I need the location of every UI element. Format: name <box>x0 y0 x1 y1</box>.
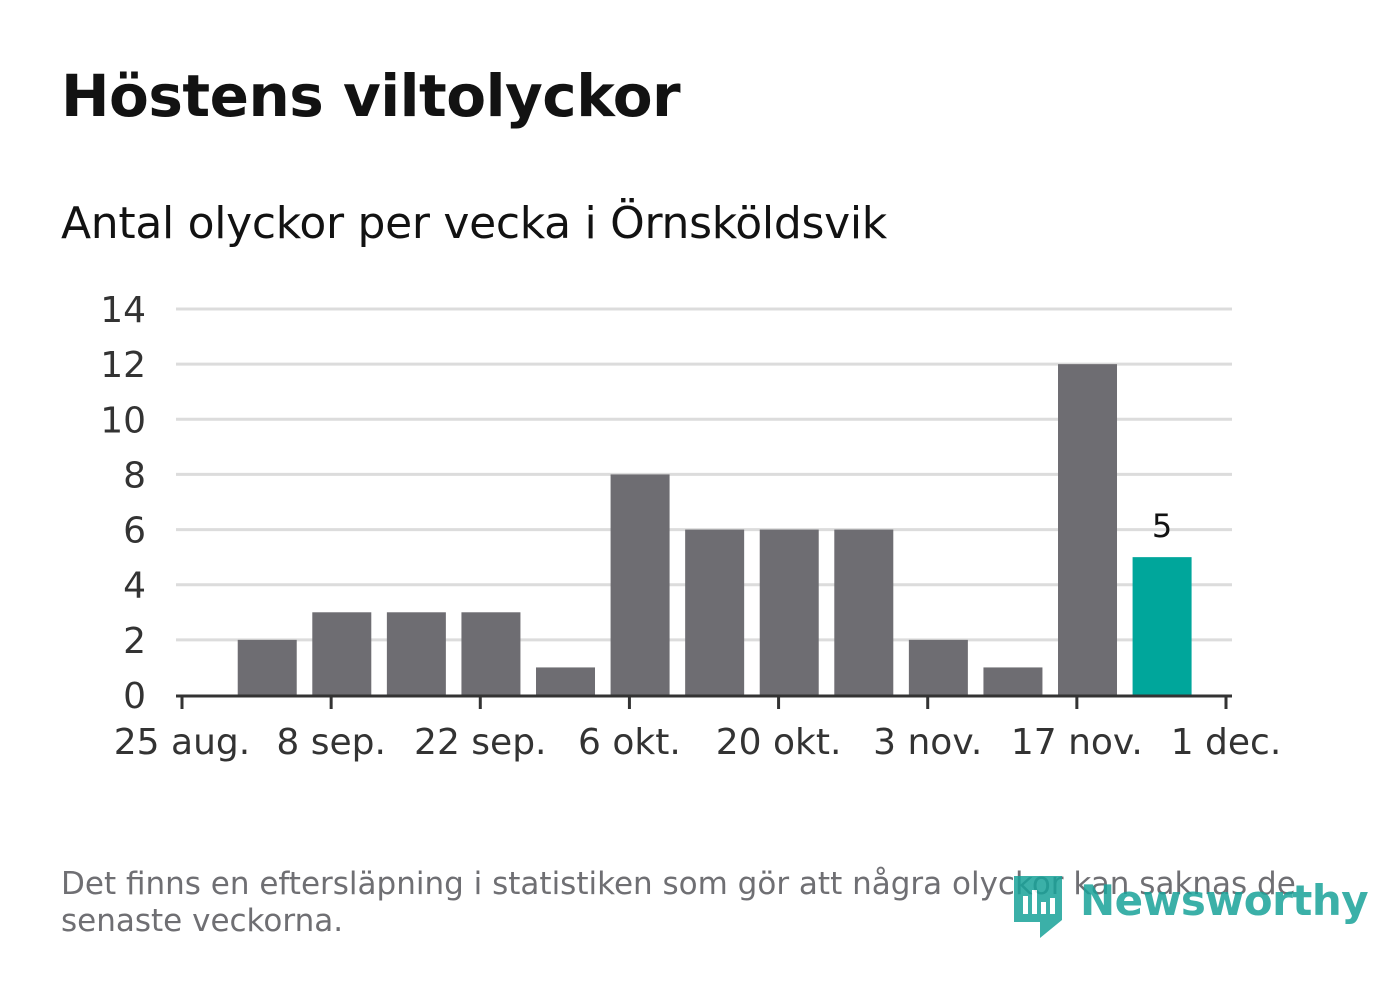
y-tick-label: 10 <box>100 400 146 441</box>
bar-2024-09-16 <box>386 612 446 695</box>
x-tick-label: 22 sep. <box>414 722 546 763</box>
y-tick-label: 2 <box>123 621 146 662</box>
bar-2024-09-23 <box>461 612 521 695</box>
x-tick-label: 1 dec. <box>1171 722 1282 763</box>
chart-subtitle: Antal olyckor per vecka i Örnsköldsvik <box>61 198 887 249</box>
data-label: 5 <box>1152 507 1172 545</box>
bar-2024-11-04 <box>908 639 968 695</box>
x-axis: 25 aug. 8 sep. 22 sep. 6 okt. 20 okt. 3 nov. 1… <box>114 694 1282 763</box>
y-tick-label: 4 <box>123 566 146 607</box>
bar-2024-11-11 <box>983 667 1043 695</box>
x-tick-label: 25 aug. <box>114 722 250 763</box>
chart-title: Höstens viltolyckor <box>61 62 681 130</box>
newsworthy-logo-text: Newsworthy <box>1080 876 1369 925</box>
y-tick-label: 0 <box>123 676 146 717</box>
x-tick-label: 8 sep. <box>276 722 386 763</box>
x-tick-label: 20 okt. <box>716 722 842 763</box>
bar-2024-10-14 <box>685 529 745 695</box>
bar-2024-11-18 <box>1058 364 1118 695</box>
x-tick-label: 17 nov. <box>1011 722 1143 763</box>
y-tick-label: 14 <box>100 290 146 331</box>
bar-2024-09-02 <box>237 639 297 695</box>
y-tick-label: 8 <box>123 455 146 496</box>
y-tick-label: 12 <box>100 345 146 386</box>
x-tick-label: 6 okt. <box>578 722 681 763</box>
data-labels: 5 <box>1152 507 1172 545</box>
y-axis: 0 2 4 6 8 10 12 14 <box>100 290 146 717</box>
x-tick-label: 3 nov. <box>873 722 982 763</box>
newsworthy-logo: Newsworthy <box>1010 872 1369 942</box>
newsworthy-logo-icon <box>1014 876 1062 938</box>
bar-2024-10-21 <box>759 529 819 695</box>
bar-2024-09-30 <box>536 667 596 695</box>
bar-2024-10-07 <box>610 474 670 695</box>
bar-2024-09-09 <box>312 612 372 695</box>
footnote: Det finns en eftersläpning i statistiken… <box>61 866 1296 939</box>
bars <box>237 364 1192 695</box>
y-tick-label: 6 <box>123 511 146 552</box>
bar-2024-10-28 <box>834 529 894 695</box>
bar-2024-11-25 <box>1132 557 1192 695</box>
